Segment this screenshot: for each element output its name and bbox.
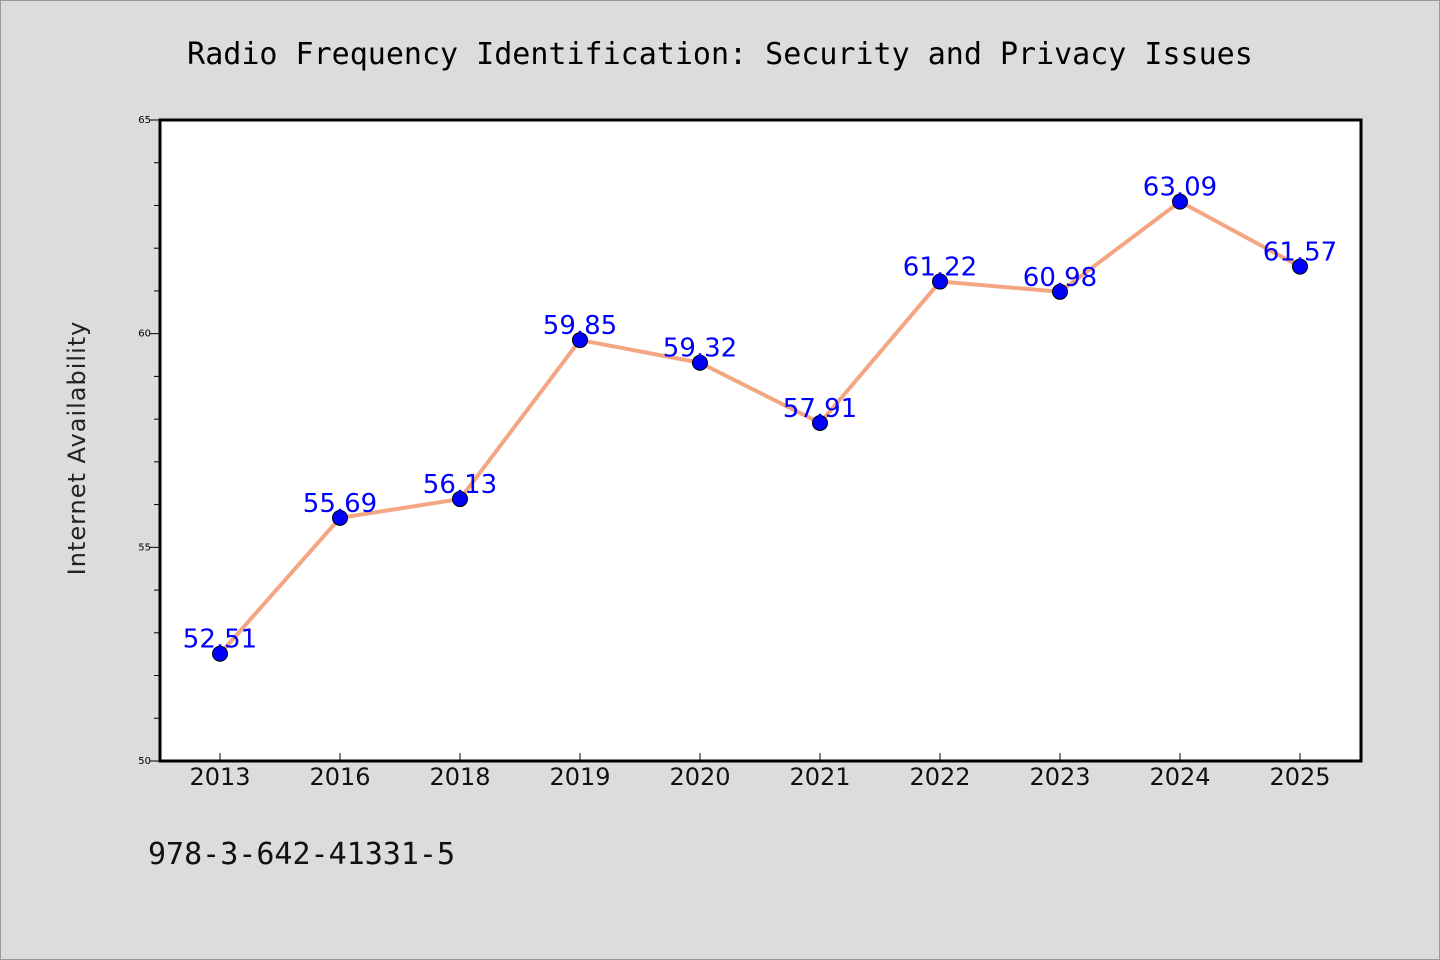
x-tick-label: 2020 bbox=[669, 763, 730, 791]
x-tick-label: 2023 bbox=[1029, 763, 1090, 791]
x-tick-label: 2013 bbox=[189, 763, 250, 791]
x-tick-label: 2022 bbox=[909, 763, 970, 791]
y-tick-label: 50 bbox=[138, 756, 151, 767]
data-point bbox=[1172, 193, 1188, 210]
data-point bbox=[572, 332, 588, 349]
data-point bbox=[692, 354, 708, 371]
data-label: 63.09 bbox=[1143, 173, 1217, 203]
data-label: 60.98 bbox=[1023, 263, 1097, 293]
x-tick-label: 2018 bbox=[429, 763, 490, 791]
data-label: 56.13 bbox=[423, 470, 497, 500]
axis-ticks bbox=[150, 119, 1301, 762]
x-tick-label: 2025 bbox=[1269, 763, 1330, 791]
data-point bbox=[812, 414, 828, 431]
chart-title: Radio Frequency Identification: Security… bbox=[187, 37, 1253, 72]
data-point bbox=[332, 509, 348, 526]
x-tick-label: 2024 bbox=[1149, 763, 1210, 791]
data-point bbox=[1052, 283, 1068, 300]
data-point bbox=[212, 645, 228, 662]
x-tick-labels: 2013 2016 2018 2019 2020 2021 2022 2023 2024 2025 bbox=[189, 763, 1330, 791]
series-line-group bbox=[218, 199, 1302, 656]
x-tick-label: 2016 bbox=[309, 763, 370, 791]
data-point bbox=[1292, 258, 1308, 275]
x-tick-label: 2021 bbox=[789, 763, 850, 791]
plot-area bbox=[158, 118, 1363, 763]
data-labels: 52.51 55.69 56.13 59.85 59.32 57.91 61.22 60.98… bbox=[183, 173, 1337, 655]
y-tick-label: 60 bbox=[138, 329, 151, 340]
x-tick-label: 2019 bbox=[549, 763, 610, 791]
data-point bbox=[932, 273, 948, 290]
y-tick-label: 55 bbox=[138, 542, 151, 553]
series-line bbox=[218, 199, 1302, 656]
y-axis-label: Internet Availability bbox=[63, 321, 91, 576]
y-tick-labels: 50 55 60 65 bbox=[138, 115, 151, 767]
data-label: 59.85 bbox=[543, 311, 617, 341]
data-label: 57.91 bbox=[783, 394, 857, 424]
y-tick-label: 65 bbox=[138, 115, 151, 126]
data-label: 59.32 bbox=[663, 334, 737, 364]
data-label: 61.57 bbox=[1263, 238, 1337, 268]
data-label: 55.69 bbox=[303, 489, 377, 519]
data-label: 52.51 bbox=[183, 625, 257, 655]
data-label: 61.22 bbox=[903, 253, 977, 283]
isbn-footer: 978-3-642-41331-5 bbox=[148, 837, 455, 872]
data-point bbox=[452, 491, 468, 508]
data-markers bbox=[212, 193, 1308, 662]
